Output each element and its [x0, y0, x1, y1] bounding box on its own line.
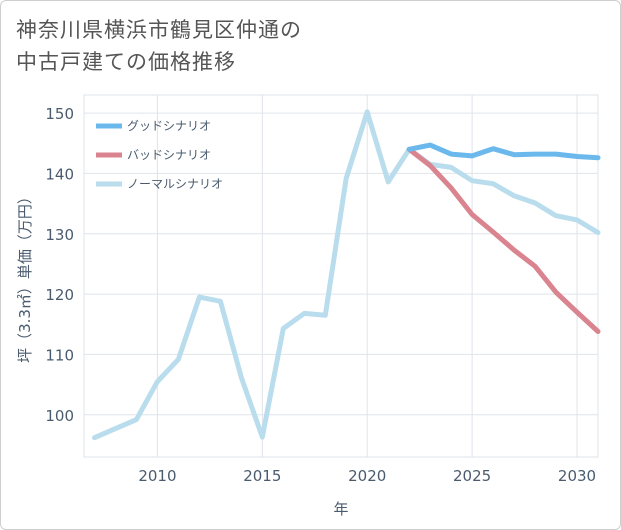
- x-tick-label: 2015: [243, 467, 281, 485]
- y-tick-label: 100: [45, 407, 74, 425]
- axis-ticks: 100 110 120 130 140 150 2010 2015 2020 2025 2030: [45, 105, 596, 485]
- series-line-normal: [92, 109, 601, 441]
- x-tick-label: 2025: [453, 467, 491, 485]
- legend-label: バッドシナリオ: [127, 148, 211, 162]
- x-tick-label: 2010: [138, 467, 176, 485]
- chart-title: 神奈川県横浜市鶴見区仲通の 中古戸建ての価格推移: [16, 14, 302, 78]
- plot-border: [83, 94, 599, 458]
- series-line-bad: [406, 146, 601, 334]
- y-tick-label: 120: [45, 286, 74, 304]
- y-tick-label: 140: [45, 165, 74, 183]
- title-line-1: 神奈川県横浜市鶴見区仲通の: [16, 18, 302, 42]
- y-tick-label: 110: [45, 346, 74, 364]
- y-tick-label: 150: [45, 105, 74, 123]
- x-axis-label: 年: [333, 500, 348, 518]
- title-line-2: 中古戸建ての価格推移: [16, 50, 236, 74]
- series-line-good: [406, 142, 601, 161]
- y-tick-label: 130: [45, 226, 74, 244]
- x-tick-label: 2020: [348, 467, 386, 485]
- y-axis-label: 坪（3.3㎡）単価（万円）: [16, 189, 34, 363]
- series-lines: [92, 109, 601, 441]
- x-tick-label: 2030: [558, 467, 596, 485]
- legend-label: ノーマルシナリオ: [127, 177, 223, 191]
- legend-label: グッドシナリオ: [127, 119, 211, 133]
